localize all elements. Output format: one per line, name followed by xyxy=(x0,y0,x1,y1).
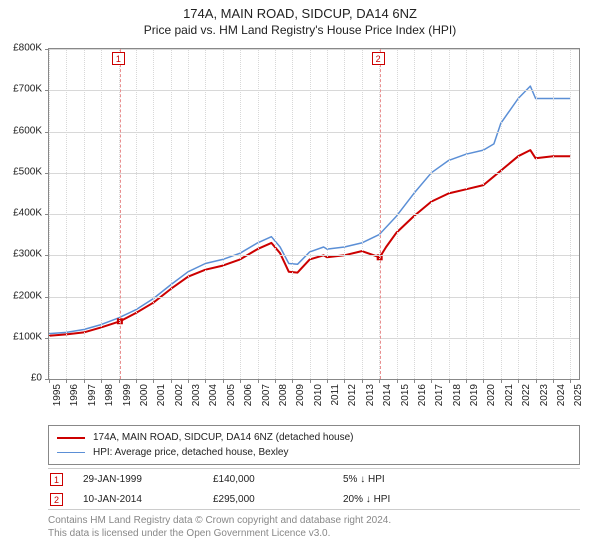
x-tick-label: 2002 xyxy=(174,384,185,406)
y-tick-label: £800K xyxy=(13,43,42,54)
x-tick-label: 2015 xyxy=(400,384,411,406)
x-tick-label: 2011 xyxy=(330,384,341,406)
x-tick-label: 2001 xyxy=(156,384,167,406)
y-tick-label: £600K xyxy=(13,125,42,136)
x-tick-label: 1999 xyxy=(122,384,133,406)
marker-date: 10-JAN-2014 xyxy=(83,494,213,505)
x-tick-label: 2003 xyxy=(191,384,202,406)
y-tick-label: £100K xyxy=(13,331,42,342)
x-tick-label: 2005 xyxy=(226,384,237,406)
chart-title: 174A, MAIN ROAD, SIDCUP, DA14 6NZ xyxy=(0,6,600,21)
y-axis-labels: £0£100K£200K£300K£400K£500K£600K£700K£80… xyxy=(0,48,44,380)
marker-delta: 5% ↓ HPI xyxy=(343,474,473,485)
marker-row: 1 29-JAN-1999£140,0005% ↓ HPI xyxy=(48,469,580,489)
x-tick-label: 2004 xyxy=(208,384,219,406)
legend-label: HPI: Average price, detached house, Bexl… xyxy=(93,447,289,458)
plot-area xyxy=(48,48,580,380)
x-tick-label: 2009 xyxy=(295,384,306,406)
footer: Contains HM Land Registry data © Crown c… xyxy=(48,514,580,540)
footer-line-1: Contains HM Land Registry data © Crown c… xyxy=(48,514,580,527)
marker-badge: 1 xyxy=(112,52,125,65)
x-tick-label: 2018 xyxy=(452,384,463,406)
marker-badge: 2 xyxy=(372,52,385,65)
chart-container: 174A, MAIN ROAD, SIDCUP, DA14 6NZ Price … xyxy=(0,0,600,560)
y-tick-label: £300K xyxy=(13,249,42,260)
x-tick-label: 2017 xyxy=(434,384,445,406)
x-tick-label: 2019 xyxy=(469,384,480,406)
x-tick-label: 2000 xyxy=(139,384,150,406)
x-tick-label: 2013 xyxy=(365,384,376,406)
x-tick-label: 2008 xyxy=(278,384,289,406)
marker-price: £295,000 xyxy=(213,494,343,505)
x-tick-label: 2020 xyxy=(486,384,497,406)
x-tick-label: 2012 xyxy=(347,384,358,406)
marker-price: £140,000 xyxy=(213,474,343,485)
x-tick-label: 2007 xyxy=(261,384,272,406)
legend-swatch xyxy=(57,437,85,439)
title-block: 174A, MAIN ROAD, SIDCUP, DA14 6NZ Price … xyxy=(0,0,600,37)
marker-date: 29-JAN-1999 xyxy=(83,474,213,485)
marker-delta: 20% ↓ HPI xyxy=(343,494,473,505)
x-tick-label: 1996 xyxy=(69,384,80,406)
y-tick-label: £700K xyxy=(13,84,42,95)
marker-table: 1 29-JAN-1999£140,0005% ↓ HPI 2 10-JAN-2014… xyxy=(48,468,580,510)
x-tick-label: 2014 xyxy=(382,384,393,406)
legend: 174A, MAIN ROAD, SIDCUP, DA14 6NZ (detac… xyxy=(48,425,580,465)
x-tick-label: 2024 xyxy=(556,384,567,406)
footer-line-2: This data is licensed under the Open Gov… xyxy=(48,527,580,540)
x-tick-label: 1997 xyxy=(87,384,98,406)
legend-row: HPI: Average price, detached house, Bexl… xyxy=(57,445,571,460)
marker-row: 2 10-JAN-2014£295,00020% ↓ HPI xyxy=(48,489,580,509)
chart-subtitle: Price paid vs. HM Land Registry's House … xyxy=(0,23,600,37)
x-tick-label: 2021 xyxy=(504,384,515,406)
x-tick-label: 2023 xyxy=(539,384,550,406)
marker-line xyxy=(120,49,121,379)
x-tick-label: 1998 xyxy=(104,384,115,406)
x-tick-label: 2010 xyxy=(313,384,324,406)
marker-row-badge: 1 xyxy=(50,473,63,486)
marker-line xyxy=(380,49,381,379)
y-tick-label: £200K xyxy=(13,290,42,301)
y-tick-label: £0 xyxy=(31,373,42,384)
legend-label: 174A, MAIN ROAD, SIDCUP, DA14 6NZ (detac… xyxy=(93,432,353,443)
y-tick-label: £400K xyxy=(13,208,42,219)
x-tick-label: 2016 xyxy=(417,384,428,406)
x-axis-labels: 1995 1996 1997 1998 1999 2000 2001 2002 2003 2004… xyxy=(48,382,580,422)
legend-swatch xyxy=(57,452,85,453)
legend-row: 174A, MAIN ROAD, SIDCUP, DA14 6NZ (detac… xyxy=(57,430,571,445)
x-tick-label: 2022 xyxy=(521,384,532,406)
x-tick-label: 1995 xyxy=(52,384,63,406)
y-tick-label: £500K xyxy=(13,166,42,177)
x-tick-label: 2025 xyxy=(573,384,584,406)
x-tick-label: 2006 xyxy=(243,384,254,406)
marker-row-badge: 2 xyxy=(50,493,63,506)
